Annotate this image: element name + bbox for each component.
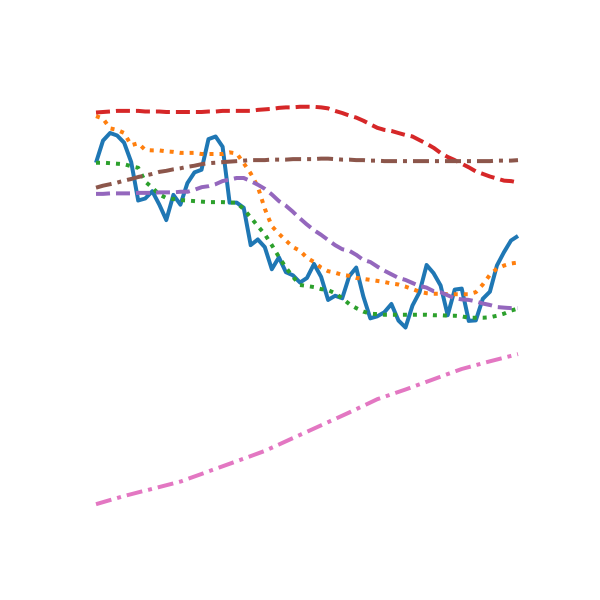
series-line-6 bbox=[95, 156, 519, 190]
series-line-5 bbox=[96, 176, 518, 311]
series-line-7 bbox=[95, 352, 519, 507]
plot-area bbox=[94, 104, 520, 507]
series-line-4 bbox=[95, 104, 519, 185]
series-line-1 bbox=[94, 131, 520, 330]
